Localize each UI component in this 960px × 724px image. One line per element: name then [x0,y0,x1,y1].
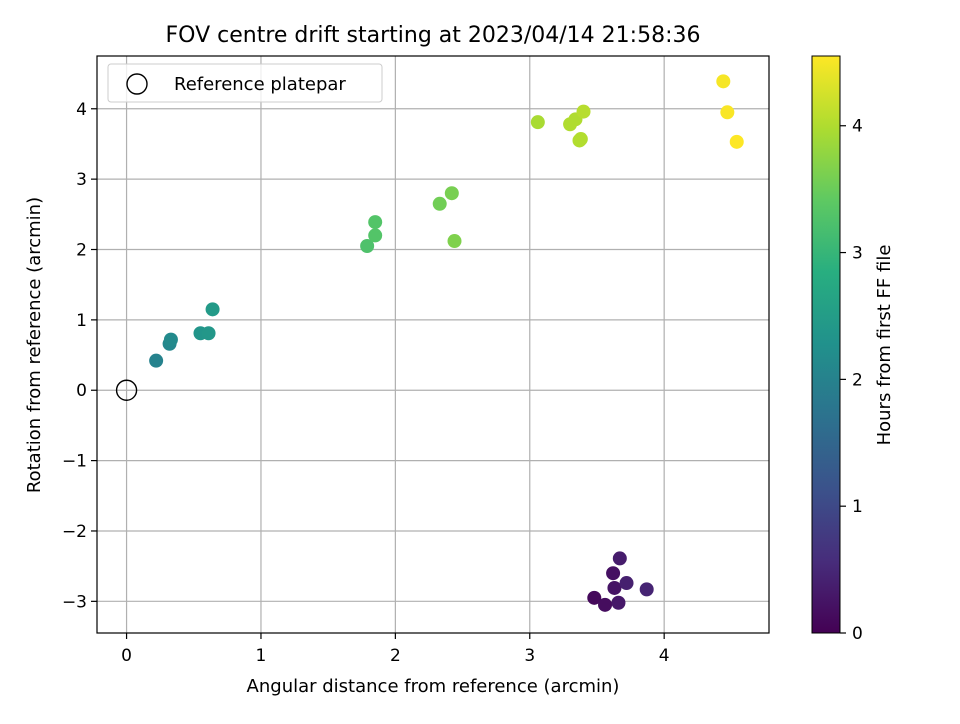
data-point [576,104,591,119]
y-tick-label: −2 [62,522,87,542]
x-axis-ticks: 0 1 2 3 4 [121,633,670,666]
chart-title: FOV centre drift starting at 2023/04/14 … [166,23,701,48]
data-point [444,186,459,201]
data-point [611,595,626,610]
data-point [432,196,447,211]
y-tick-label: −3 [62,592,87,612]
colorbar-gradient [811,55,841,634]
data-point [201,326,216,341]
x-tick-label: 3 [524,646,535,666]
colorbar-label: Hours from first FF file [874,245,895,446]
data-point [360,238,375,253]
data-point [573,132,588,147]
y-tick-label: 3 [76,170,87,190]
data-points [149,74,744,612]
colorbar-tick-label: 0 [852,624,863,644]
colorbar-ticks: 0 1 2 3 4 [840,117,863,644]
data-point [163,332,178,347]
data-point [530,115,545,130]
data-point [205,302,220,317]
data-point [607,580,622,595]
data-point [587,590,602,605]
y-axis-ticks: −3 −2 −1 0 1 2 3 4 [62,100,97,612]
colorbar: 0 1 2 3 4 Hours from first FF file [811,55,895,644]
data-point [619,576,634,591]
data-point [368,228,383,243]
x-axis-label: Angular distance from reference (arcmin) [247,676,620,697]
data-point [368,215,383,230]
data-point [598,597,613,612]
x-tick-label: 0 [121,646,132,666]
colorbar-tick-label: 4 [852,117,863,137]
colorbar-tick-label: 1 [852,497,863,517]
data-point [447,234,462,249]
legend-box [107,63,383,103]
y-tick-label: 1 [76,311,87,331]
data-point [612,551,627,566]
data-point [639,582,654,597]
x-tick-label: 1 [256,646,267,666]
data-point [716,74,731,89]
y-tick-label: 2 [76,241,87,261]
x-tick-label: 4 [659,646,670,666]
colorbar-tick-label: 3 [852,244,863,264]
y-tick-label: 0 [76,381,87,401]
colorbar-tick-label: 2 [852,370,863,390]
data-point [720,105,735,120]
x-tick-label: 2 [390,646,401,666]
data-point [149,353,164,368]
reference-platepar-marker [115,379,138,401]
y-tick-label: −1 [62,452,87,472]
legend-marker-open-circle [126,73,148,95]
y-axis-label: Rotation from reference (arcmin) [24,197,45,493]
data-point [729,134,744,149]
legend-entry-label: Reference platepar [174,74,346,95]
grid [97,56,769,633]
data-point [606,566,621,581]
legend: Reference platepar [107,63,383,103]
y-tick-label: 4 [76,100,87,120]
plot-frame [96,55,770,634]
